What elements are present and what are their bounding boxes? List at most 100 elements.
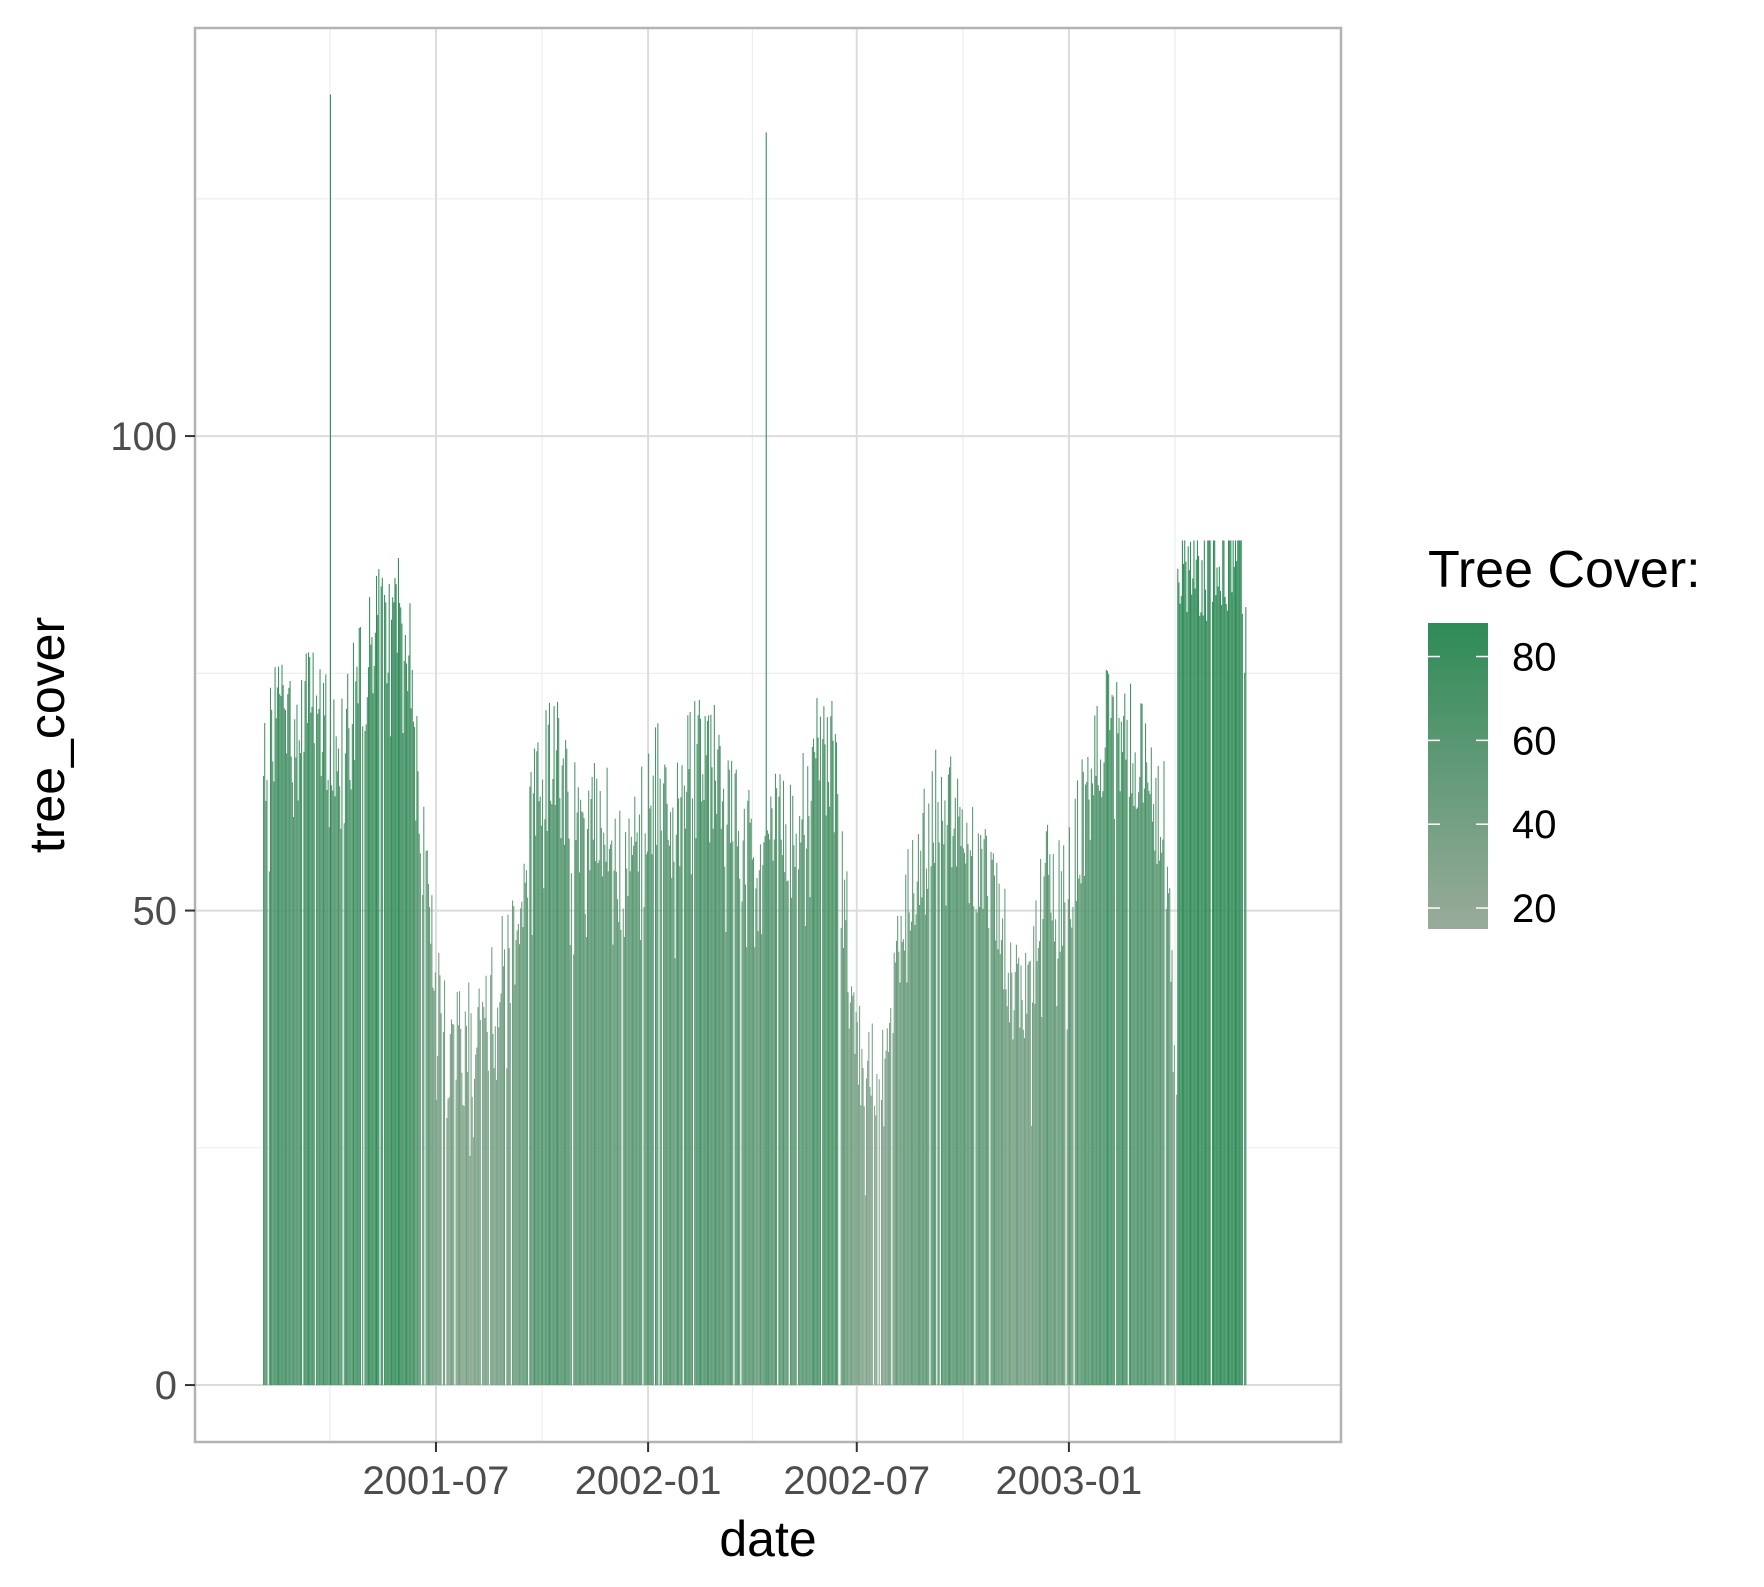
bar	[1040, 858, 1042, 1386]
bar	[588, 790, 590, 1386]
bar	[567, 791, 569, 1386]
bar	[520, 908, 522, 1386]
bar	[401, 623, 403, 1386]
bar	[1181, 540, 1183, 1386]
bar	[1090, 768, 1092, 1386]
bar	[938, 842, 940, 1386]
bar	[461, 1072, 463, 1386]
bar	[1161, 852, 1163, 1386]
bar	[581, 811, 583, 1386]
bar	[1228, 540, 1230, 1386]
bar	[829, 806, 831, 1386]
bar	[651, 854, 653, 1386]
bar	[1209, 540, 1211, 1386]
bar	[1223, 540, 1225, 1386]
bar	[950, 756, 952, 1386]
bar	[582, 812, 584, 1386]
bar	[792, 795, 794, 1386]
bar	[1072, 906, 1074, 1386]
bar	[275, 718, 277, 1386]
bar	[608, 848, 610, 1386]
bar	[433, 990, 435, 1386]
bar	[548, 702, 551, 1386]
bar	[313, 743, 315, 1386]
bar	[554, 805, 556, 1386]
bar	[991, 859, 993, 1386]
bar	[517, 923, 519, 1386]
bar	[331, 785, 333, 1386]
bar	[764, 835, 766, 1386]
bar	[1183, 563, 1185, 1386]
bar	[680, 797, 682, 1386]
bar	[514, 984, 516, 1386]
bar	[883, 1126, 885, 1386]
bar	[316, 695, 318, 1386]
bar	[410, 708, 412, 1386]
bar	[759, 844, 761, 1386]
bar	[294, 719, 296, 1386]
bar	[996, 862, 998, 1386]
bar	[1080, 883, 1082, 1386]
bar	[1041, 1016, 1043, 1386]
bar	[683, 785, 685, 1386]
bar	[1151, 821, 1153, 1386]
bar	[657, 723, 659, 1386]
bar	[980, 834, 982, 1386]
x-axis-title: date	[719, 1511, 816, 1567]
bar	[1085, 784, 1087, 1386]
bar	[876, 1073, 878, 1386]
bar	[884, 1058, 886, 1386]
bar	[1106, 670, 1109, 1386]
bar	[1184, 540, 1186, 1386]
bar	[419, 853, 421, 1386]
bar	[1149, 794, 1151, 1386]
bar	[322, 682, 325, 1386]
bar	[274, 667, 276, 1386]
bar	[754, 947, 756, 1386]
bar	[1158, 860, 1160, 1386]
bar	[565, 740, 567, 1386]
bar	[660, 830, 662, 1386]
bar	[455, 1079, 457, 1386]
bar	[1068, 827, 1070, 1386]
bar	[531, 934, 533, 1386]
bar	[720, 828, 722, 1386]
bar	[934, 862, 936, 1386]
bar	[460, 1028, 462, 1386]
bar	[965, 863, 967, 1386]
bar	[1086, 781, 1088, 1386]
bar	[610, 844, 612, 1386]
bar	[724, 866, 726, 1386]
bar	[1234, 540, 1236, 1386]
bar	[346, 708, 348, 1386]
bar	[818, 780, 820, 1386]
bar	[1028, 961, 1030, 1386]
bar	[1216, 567, 1218, 1386]
bar	[546, 830, 548, 1386]
bar	[376, 575, 378, 1386]
bar	[803, 834, 805, 1386]
bar	[927, 888, 929, 1386]
bar	[755, 888, 757, 1386]
bar	[633, 845, 635, 1386]
bar	[638, 814, 640, 1386]
bar	[1015, 944, 1017, 1386]
bar	[732, 841, 734, 1386]
bar	[607, 871, 609, 1386]
bar	[628, 818, 630, 1386]
bar	[687, 715, 689, 1386]
bar	[1047, 824, 1049, 1386]
bar	[479, 1019, 481, 1386]
bar	[703, 800, 705, 1386]
bar	[532, 793, 534, 1386]
bar	[1008, 1022, 1011, 1386]
bar	[898, 951, 900, 1386]
bar	[868, 1032, 870, 1386]
bar	[561, 765, 563, 1386]
bar	[750, 818, 752, 1386]
bar	[570, 873, 572, 1386]
bar	[925, 868, 928, 1386]
bar	[913, 893, 915, 1386]
bar	[498, 1027, 500, 1386]
bar	[1056, 1006, 1058, 1386]
